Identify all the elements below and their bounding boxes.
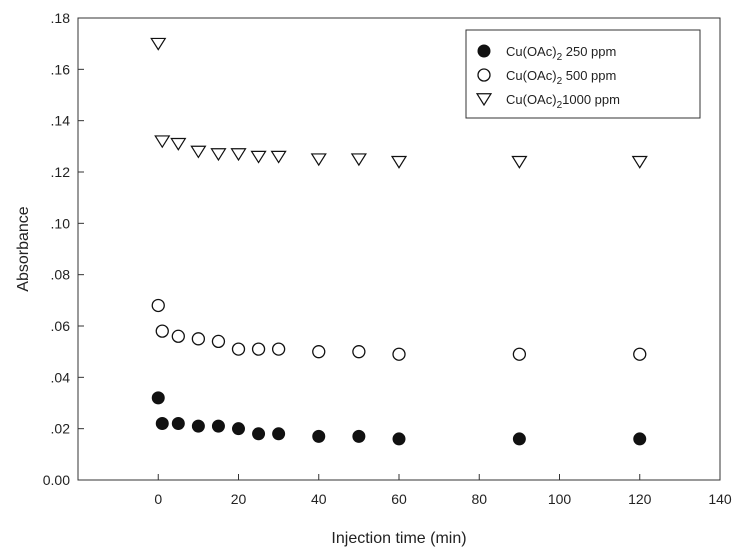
x-axis: 0 20 40 60 80 100 120 140 (154, 474, 732, 507)
data-point (271, 342, 286, 356)
y-axis-title: Absorbance (15, 206, 32, 291)
data-point (154, 135, 171, 149)
legend-label: Cu(OAc)2 500 ppm (506, 68, 616, 87)
y-tick-label: .04 (51, 369, 71, 385)
data-point (190, 145, 207, 159)
data-point (352, 345, 366, 359)
data-point (310, 153, 327, 167)
legend: Cu(OAc)2 250 ppm Cu(OAc)2 500 ppm Cu(OAc)2… (465, 29, 701, 119)
x-tick-label: 0 (154, 491, 162, 507)
data-point (392, 432, 406, 446)
data-point (390, 155, 408, 169)
data-point (230, 148, 247, 162)
data-point (633, 347, 647, 361)
data-point (191, 419, 205, 433)
y-tick-label: .12 (51, 164, 71, 180)
series-1-points (151, 391, 647, 446)
y-tick-label: .02 (51, 421, 71, 437)
y-tick-label: .08 (51, 267, 71, 283)
y-axis: 0.00 .02 .04 .06 .08 .10 .12 .14 .16 .18 (43, 10, 84, 488)
data-point (511, 155, 528, 169)
data-point (151, 391, 165, 405)
data-points (150, 37, 648, 446)
data-point (512, 347, 527, 361)
data-point (350, 153, 367, 167)
data-point (512, 432, 526, 446)
y-tick-label: 0.00 (43, 472, 70, 488)
legend-marker (477, 44, 491, 58)
data-point (191, 332, 206, 346)
legend-box (465, 29, 701, 119)
y-tick-label: .06 (51, 318, 71, 334)
x-axis-title: Injection time (min) (331, 530, 466, 547)
data-point (155, 324, 169, 338)
x-tick-label: 60 (391, 491, 407, 507)
data-point (155, 417, 169, 431)
x-tick-label: 20 (231, 491, 247, 507)
legend-marker (475, 93, 493, 107)
data-point (211, 334, 226, 349)
y-tick-label: .14 (51, 113, 71, 129)
data-point (231, 342, 246, 356)
x-tick-label: 40 (311, 491, 327, 507)
legend-label: Cu(OAc)2 250 ppm (506, 44, 616, 63)
x-tick-label: 140 (708, 491, 732, 507)
data-point (210, 148, 227, 162)
data-point (633, 432, 647, 446)
x-tick-label: 100 (548, 491, 572, 507)
data-point (270, 150, 287, 164)
x-tick-label: 80 (471, 491, 487, 507)
data-point (150, 37, 167, 51)
x-tick-label: 120 (628, 491, 652, 507)
legend-label: Cu(OAc)21000 ppm (506, 92, 620, 111)
y-tick-label: .10 (51, 215, 71, 231)
data-point (251, 342, 266, 356)
legend-marker (477, 68, 491, 82)
y-tick-label: .18 (51, 10, 71, 26)
data-point (170, 137, 187, 151)
data-point (352, 429, 366, 443)
data-point (171, 417, 185, 431)
data-point (631, 155, 648, 169)
y-tick-label: .16 (51, 61, 71, 77)
data-point (211, 419, 225, 433)
data-point (312, 345, 326, 359)
data-point (272, 427, 286, 441)
data-point (312, 429, 326, 443)
series-3-points (150, 37, 648, 169)
data-point (171, 329, 185, 343)
data-point (250, 150, 267, 164)
data-point (151, 298, 165, 313)
data-point (252, 427, 266, 441)
data-point (392, 347, 406, 361)
data-point (232, 422, 245, 436)
series-2-points (151, 298, 647, 361)
